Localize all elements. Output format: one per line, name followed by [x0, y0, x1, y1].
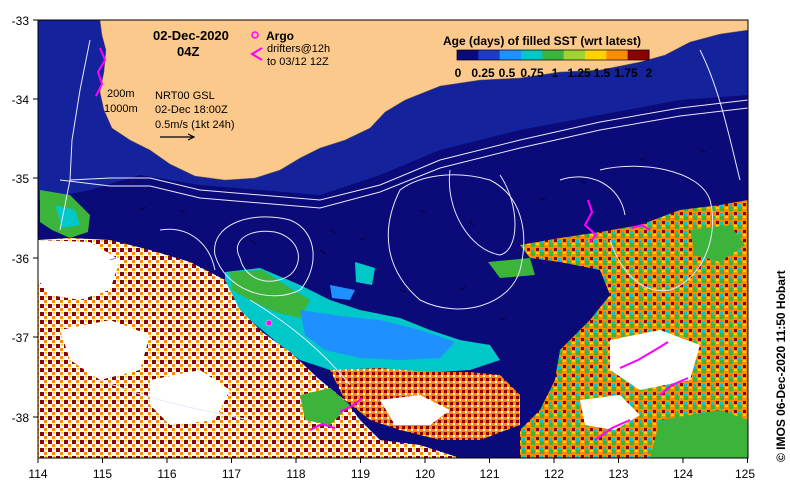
colorbar-cell — [585, 50, 607, 60]
sst-green-east — [650, 410, 748, 458]
map-time: 04Z — [177, 44, 199, 59]
legend-tick: 0.25 — [471, 66, 495, 80]
argo-legend: Argo drifters@12h to 03/12 12Z — [250, 29, 330, 68]
y-tick: -38 — [12, 411, 30, 425]
legend-tick: 1.5 — [594, 66, 611, 80]
y-tick: -34 — [12, 93, 30, 107]
axis-ticks — [33, 19, 748, 463]
y-tick: -36 — [12, 252, 30, 266]
legend-tick: 2 — [646, 66, 653, 80]
drifter-tracks — [95, 47, 689, 441]
x-tick: 125 — [735, 467, 755, 481]
sst-green-ne — [690, 225, 745, 262]
x-tick: 122 — [544, 467, 564, 481]
age-colorbar: Age (days) of filled SST (wrt latest) 0 … — [443, 34, 653, 80]
sst-green-mid — [488, 258, 535, 278]
sst-small-patch — [355, 262, 375, 285]
argo-float — [265, 319, 273, 327]
isobath-200-label: 200m — [107, 88, 135, 100]
drifters-sub-label: to 03/12 12Z — [267, 56, 329, 68]
x-tick: 116 — [157, 467, 176, 481]
x-tick: 124 — [673, 467, 693, 481]
colorbar-cell — [499, 50, 522, 60]
colorbar-cell — [627, 50, 650, 60]
x-tick: 120 — [415, 467, 435, 481]
x-tick: 117 — [222, 467, 241, 481]
drifter-symbol-icon — [250, 47, 263, 61]
product-time: 02-Dec 18:00Z — [155, 104, 228, 116]
legend-tick: 0.5 — [499, 66, 516, 80]
drifters-label: drifters@12h — [267, 43, 330, 55]
sst-old-region-east — [520, 200, 748, 458]
velocity-scale-arrow — [160, 133, 196, 141]
contour-lines — [59, 39, 748, 421]
map-date: 02-Dec-2020 — [153, 28, 229, 43]
cloud-east-1 — [610, 330, 700, 390]
legend-tick: 1 — [552, 66, 559, 80]
legend-title: Age (days) of filled SST (wrt latest) — [443, 34, 641, 48]
x-tick: 121 — [479, 467, 499, 481]
sst-old-region-west — [38, 238, 460, 458]
sst-tongue-blue — [300, 310, 455, 360]
sst-tongue-green — [230, 270, 310, 318]
cloud-west-1 — [38, 240, 120, 300]
colorbar-cell — [457, 50, 479, 60]
colorbar-cell — [606, 50, 629, 60]
sst-green-south — [300, 388, 350, 425]
product-label: NRT00 GSL — [155, 90, 215, 102]
x-tick: 123 — [608, 467, 628, 481]
legend-tick: 1.25 — [567, 66, 591, 80]
credit-label: © IMOS 06-Dec-2020 11:50 Hobart — [774, 270, 788, 462]
isobath-1000-label: 1000m — [104, 103, 138, 115]
colorbar-frame — [456, 49, 650, 61]
y-tick: -35 — [12, 172, 30, 186]
y-tick: -37 — [12, 331, 30, 345]
plot-frame — [37, 19, 749, 459]
y-tick: -33 — [12, 14, 30, 28]
x-tick-labels: 114 115 116 117 118 119 120 121 122 123 … — [28, 467, 755, 481]
legend-tick: 0.75 — [520, 66, 544, 80]
x-tick: 115 — [93, 467, 112, 481]
sst-small-patch-2 — [330, 285, 355, 300]
colorbar-cell — [521, 50, 543, 60]
argo-label: Argo — [266, 29, 294, 43]
current-arrows — [109, 149, 707, 321]
cloud-south — [380, 395, 450, 425]
velocity-scale-label: 0.5m/s (1kt 24h) — [155, 119, 234, 131]
colorbar-cell — [563, 50, 586, 60]
x-tick: 114 — [28, 467, 47, 481]
colorbar-cells — [457, 50, 650, 60]
legend-tick: 0 — [455, 66, 462, 80]
x-tick: 118 — [286, 467, 305, 481]
colorbar-cell — [478, 50, 501, 60]
colorbar-cell — [542, 50, 565, 60]
argo-symbol-icon — [251, 31, 259, 39]
legend-tick: 1.75 — [614, 66, 638, 80]
x-tick: 119 — [351, 467, 370, 481]
cloud-west-2 — [60, 320, 150, 380]
y-tick-labels: -33 -34 -35 -36 -37 -38 — [12, 14, 30, 425]
